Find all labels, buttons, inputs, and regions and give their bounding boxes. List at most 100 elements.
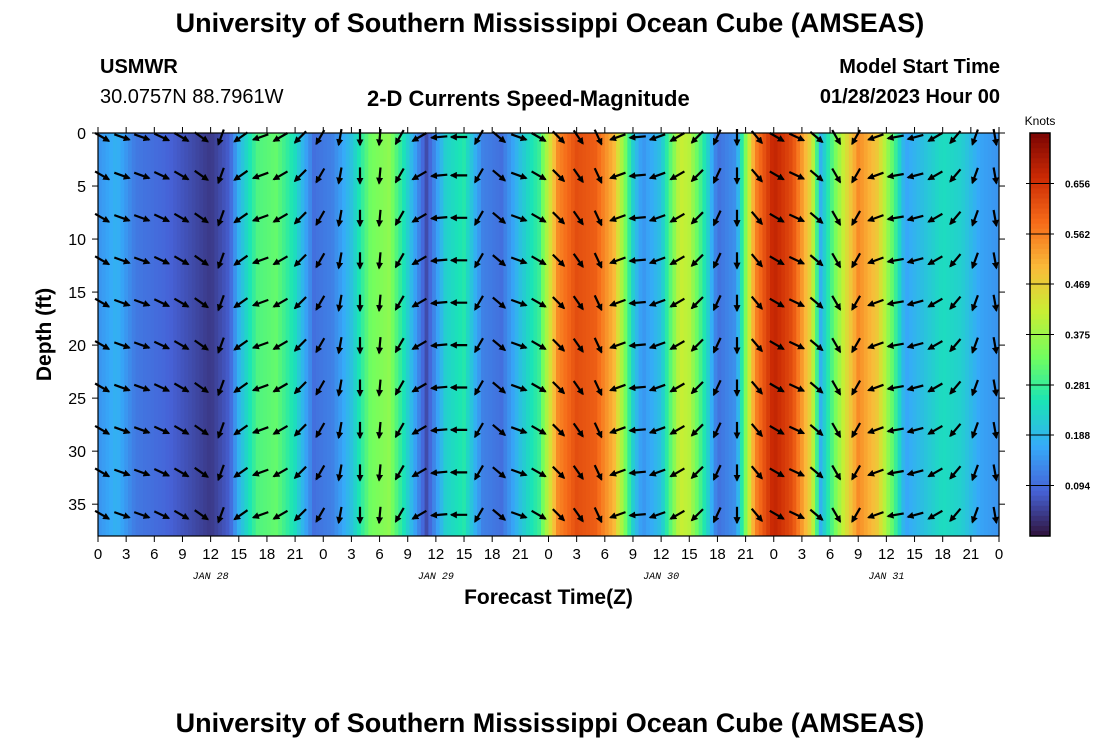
- current-arrow: [233, 212, 249, 224]
- heatmap-cell: [128, 133, 133, 536]
- current-arrow: [510, 133, 528, 142]
- colorbar-segment: [1030, 324, 1050, 330]
- heatmap-cell: [743, 133, 749, 536]
- colorbar-segment: [1030, 440, 1050, 446]
- current-arrow: [510, 256, 528, 265]
- heatmap-cell: [533, 133, 538, 536]
- current-arrow: [712, 129, 722, 146]
- heatmap-cell: [679, 133, 685, 536]
- heatmap-cell: [266, 133, 272, 536]
- colorbar-segment: [1030, 218, 1050, 225]
- current-arrow: [886, 426, 904, 434]
- current-arrow: [394, 464, 405, 481]
- current-arrow: [927, 255, 943, 266]
- current-arrow: [194, 424, 209, 436]
- current-arrow: [831, 295, 842, 311]
- heatmap-cell: [721, 133, 726, 536]
- current-arrow: [133, 511, 151, 519]
- heatmap-cell: [447, 133, 452, 536]
- current-arrow: [474, 507, 484, 523]
- heatmap-cell: [818, 133, 824, 536]
- x-tick-label: 18: [259, 546, 276, 563]
- current-arrow: [552, 508, 566, 522]
- colorbar-segment: [1030, 183, 1050, 189]
- heatmap-cell: [323, 133, 328, 536]
- current-arrow: [233, 254, 249, 266]
- current-arrow: [788, 171, 806, 180]
- current-arrow: [593, 210, 603, 227]
- current-arrow: [315, 295, 326, 311]
- current-arrow: [429, 341, 448, 349]
- current-arrow: [474, 295, 484, 311]
- current-arrow: [173, 424, 190, 435]
- current-arrow: [153, 383, 171, 392]
- current-arrow: [233, 297, 249, 309]
- heatmap-cell: [233, 133, 238, 536]
- current-arrow: [194, 212, 209, 224]
- current-arrow: [153, 510, 171, 520]
- current-arrow: [272, 132, 289, 142]
- station-name: USMWR: [100, 56, 178, 78]
- heatmap-cell: [105, 133, 110, 536]
- heatmap-cell: [169, 133, 174, 536]
- colorbar-segment: [1030, 470, 1050, 477]
- current-arrow: [492, 508, 507, 521]
- current-arrow: [690, 465, 704, 479]
- current-arrow: [669, 212, 685, 223]
- heatmap-cell: [754, 133, 760, 536]
- current-arrow: [628, 257, 646, 265]
- current-arrow: [769, 340, 785, 351]
- colorbar-segment: [1030, 530, 1050, 537]
- current-arrow: [173, 340, 190, 351]
- current-arrow: [394, 422, 405, 439]
- current-arrow: [949, 338, 962, 353]
- current-arrow: [628, 511, 646, 519]
- current-arrow: [609, 341, 626, 350]
- heatmap-cell: [304, 133, 309, 536]
- heatmap-cell: [394, 133, 399, 536]
- colorbar-segment: [1030, 505, 1050, 512]
- heatmap-cell: [627, 133, 632, 536]
- y-tick-label: 5: [77, 179, 86, 196]
- current-arrow: [851, 167, 862, 184]
- heatmap-cell: [593, 133, 598, 536]
- heatmap-cell: [807, 133, 812, 536]
- colorbar-segment: [1030, 384, 1050, 391]
- current-arrow: [552, 381, 566, 395]
- current-arrow: [949, 507, 962, 522]
- current-arrow: [648, 214, 666, 222]
- current-arrow: [216, 129, 225, 146]
- current-arrow: [593, 379, 603, 397]
- heatmap-cell: [450, 133, 456, 536]
- current-arrow: [411, 132, 427, 142]
- colorbar-segment: [1030, 394, 1050, 401]
- current-arrow: [113, 426, 131, 435]
- heatmap-cell: [736, 133, 741, 536]
- heatmap-cell: [653, 133, 658, 536]
- heatmap-cell: [657, 133, 662, 536]
- heatmap-cell: [713, 133, 719, 536]
- heatmap-cell: [184, 133, 189, 536]
- heatmap-cell: [830, 133, 835, 536]
- current-arrow: [867, 256, 884, 265]
- heatmap-cell: [529, 133, 535, 536]
- current-arrow: [690, 381, 704, 395]
- heatmap-cell: [225, 133, 230, 536]
- current-arrow: [867, 298, 884, 307]
- colorbar-segment: [1030, 158, 1050, 164]
- y-tick-label: 25: [68, 391, 86, 408]
- heatmap-cell: [120, 133, 125, 536]
- current-arrow: [690, 423, 704, 437]
- heatmap-cell: [717, 133, 722, 536]
- current-arrow: [809, 423, 824, 437]
- current-arrow: [867, 133, 884, 142]
- heatmap-cell: [556, 133, 561, 536]
- heatmap-cell: [255, 133, 261, 536]
- heatmap-cell: [165, 133, 170, 536]
- current-arrow: [971, 209, 979, 227]
- heatmap-cell: [980, 133, 985, 536]
- current-arrow: [315, 337, 326, 354]
- colorbar-segment: [1030, 475, 1050, 482]
- x-tick-label: 3: [798, 546, 806, 563]
